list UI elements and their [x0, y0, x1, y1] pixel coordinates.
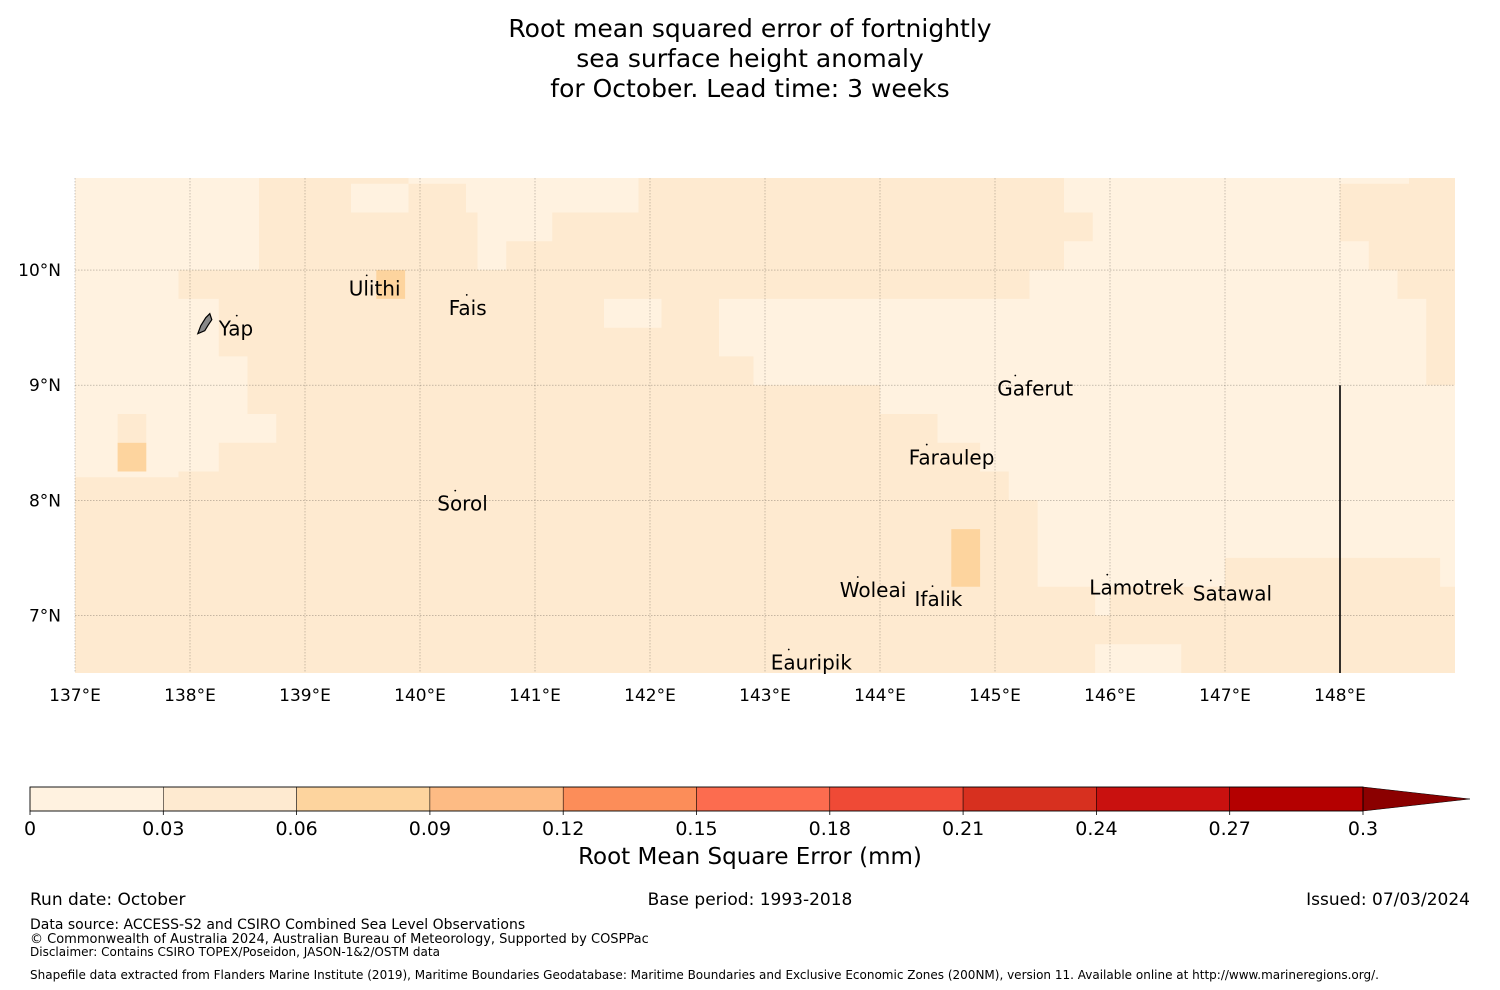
- colorbar-segment: [429, 786, 564, 812]
- lon-tick-label: 142°E: [624, 686, 676, 706]
- atoll-dot: [931, 585, 934, 588]
- map-panel: 137°E 138°E 139°E 140°E 141°E 142°E 143°E 144°E…: [18, 178, 1455, 706]
- lat-tick-label: 9°N: [29, 376, 61, 396]
- colorbar-segment: [163, 786, 297, 812]
- rmse-zone-2: [178, 298, 277, 472]
- colorbar-segment: [829, 786, 964, 812]
- colorbar-segment: [1096, 786, 1230, 812]
- rmse-zone-10: [376, 270, 406, 299]
- lon-tick-label: 141°E: [509, 686, 561, 706]
- atoll-dot: [787, 648, 790, 651]
- place-label: Eauripik: [771, 650, 853, 674]
- colorbar-tick-label: 0.3: [1348, 818, 1378, 840]
- atoll-dot: [235, 314, 238, 317]
- rmse-zone-6: [719, 178, 1455, 616]
- lon-tick-label: 147°E: [1199, 686, 1251, 706]
- colorbar-label: Root Mean Square Error (mm): [578, 844, 922, 870]
- colorbar-tick-label: 0.06: [275, 818, 317, 840]
- rmse-zone-9: [117, 442, 147, 472]
- colorbar-tick-label: 0.03: [142, 818, 184, 840]
- colorbar-tick-label: 0.21: [942, 818, 984, 840]
- place-label: Lamotrek: [1089, 576, 1184, 600]
- lat-tick-label: 7°N: [29, 606, 61, 626]
- title-line-1: Root mean squared error of fortnightly: [508, 14, 992, 43]
- lon-tick-label: 148°E: [1314, 686, 1366, 706]
- lat-tick-label: 8°N: [29, 491, 61, 511]
- atoll-dot: [856, 576, 859, 578]
- rmse-zone-3: [351, 183, 409, 213]
- atoll-dot: [1106, 573, 1109, 576]
- colorbar-segment: [1229, 786, 1364, 812]
- yap-island-shape: [196, 312, 213, 335]
- rmse-zone-0: [75, 178, 259, 271]
- atoll-dot: [454, 489, 457, 492]
- lat-tick-label: 10°N: [18, 261, 61, 281]
- colorbar-tick-label: 0: [24, 818, 36, 840]
- colorbar-segment: [562, 786, 697, 812]
- colorbar-segment: [962, 786, 1097, 812]
- atoll-dot: [465, 294, 468, 296]
- place-label: Woleai: [840, 578, 907, 602]
- atoll-dot: [365, 274, 368, 277]
- map-title: Root mean squared error of fortnightly s…: [0, 14, 1500, 104]
- colorbar-tick-label: 0.24: [1075, 818, 1117, 840]
- lon-tick-label: 140°E: [394, 686, 446, 706]
- colorbar-segment: [696, 786, 831, 812]
- lon-tick-label: 146°E: [1084, 686, 1136, 706]
- base-period: Base period: 1993-2018: [647, 890, 853, 910]
- rmse-zone-11: [951, 529, 981, 587]
- place-label: Ulithi: [349, 276, 401, 300]
- colorbar-tick-label: 0.15: [675, 818, 717, 840]
- colorbar: 0 0.03 0.06 0.09 0.12 0.15 0.18 0.21 0.24 0.27 0.3: [24, 786, 1471, 840]
- lon-tick-label: 138°E: [164, 686, 216, 706]
- colorbar-segment: [296, 786, 431, 812]
- lon-tick-label: 144°E: [854, 686, 906, 706]
- colorbar-tick-label: 0.09: [409, 818, 451, 840]
- place-label: Satawal: [1193, 581, 1272, 605]
- disclaimer: Disclaimer: Contains CSIRO TOPEX/Poseido…: [30, 945, 440, 959]
- data-source: Data source: ACCESS-S2 and CSIRO Combine…: [30, 917, 526, 933]
- rmse-zone-5: [604, 298, 662, 328]
- lon-tick-label: 137°E: [49, 686, 101, 706]
- title-line-3: for October. Lead time: 3 weeks: [550, 74, 950, 103]
- lon-tick-label: 139°E: [279, 686, 331, 706]
- place-label: Yap: [218, 317, 253, 341]
- colorbar-tick-label: 0.18: [809, 818, 851, 840]
- colorbar-tick-label: 0.12: [542, 818, 584, 840]
- atoll-dot: [925, 443, 928, 446]
- colorbar-segment: [29, 786, 164, 812]
- rmse-zone-4: [408, 178, 639, 271]
- run-date: Run date: October: [30, 890, 186, 910]
- shapefile-credit: Shapefile data extracted from Flanders M…: [30, 968, 1379, 982]
- place-label: Fais: [449, 296, 487, 320]
- lon-tick-label: 145°E: [969, 686, 1021, 706]
- colorbar-tick-label: 0.27: [1209, 818, 1251, 840]
- atoll-dot: [1209, 579, 1212, 582]
- atoll-dot: [1014, 374, 1017, 377]
- rmse-zone-7: [1095, 644, 1182, 673]
- copyright: © Commonwealth of Australia 2024, Austra…: [30, 932, 649, 947]
- lon-tick-label: 143°E: [739, 686, 791, 706]
- colorbar-extend-arrow: [1362, 786, 1471, 812]
- rmse-zone-8: [117, 414, 147, 443]
- place-label: Gaferut: [997, 377, 1073, 401]
- rmse-zone-1: [75, 270, 179, 478]
- place-label: Sorol: [437, 492, 488, 516]
- title-line-2: sea surface height anomaly: [576, 44, 924, 73]
- issued-date: Issued: 07/03/2024: [1306, 890, 1470, 910]
- place-label: Faraulep: [909, 446, 995, 470]
- place-label: Ifalik: [915, 587, 963, 611]
